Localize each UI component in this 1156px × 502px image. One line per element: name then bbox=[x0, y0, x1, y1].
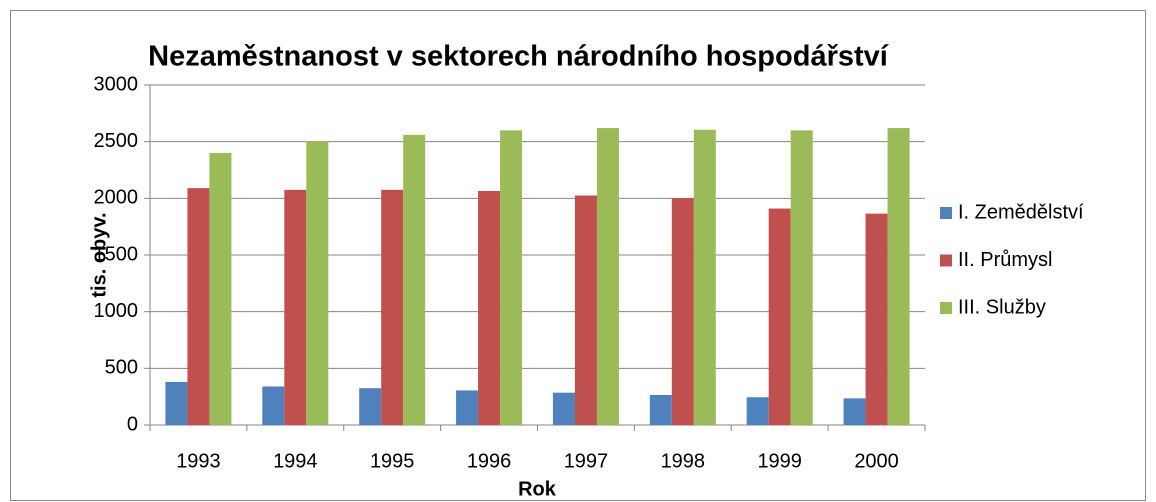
x-tick-label: 1998 bbox=[661, 450, 706, 472]
bar bbox=[768, 208, 791, 425]
y-tick-label: 1500 bbox=[94, 243, 139, 265]
legend-label: II. Průmysl bbox=[958, 249, 1052, 271]
x-tick-label: 1993 bbox=[176, 450, 221, 472]
bar bbox=[746, 397, 769, 425]
bar bbox=[790, 130, 813, 426]
bar bbox=[552, 392, 575, 425]
bar bbox=[500, 130, 523, 426]
x-tick-label: 1995 bbox=[370, 450, 415, 472]
x-tick-label: 1994 bbox=[273, 450, 318, 472]
bar bbox=[165, 381, 188, 425]
bar bbox=[403, 134, 426, 425]
bar bbox=[262, 386, 285, 425]
bar bbox=[596, 128, 619, 426]
bar bbox=[209, 153, 232, 425]
bar bbox=[478, 190, 501, 425]
legend-label: I. Zemědělství bbox=[958, 201, 1084, 223]
x-axis-label: Rok bbox=[518, 478, 557, 500]
legend-label: III. Služby bbox=[958, 296, 1046, 318]
y-axis-label: tis. obyv. bbox=[88, 212, 110, 297]
x-tick-label: 1999 bbox=[757, 450, 802, 472]
bar bbox=[671, 198, 694, 425]
bar bbox=[574, 195, 597, 425]
bar bbox=[649, 394, 672, 425]
x-tick-label: 2000 bbox=[854, 450, 899, 472]
bar bbox=[456, 390, 479, 425]
bar bbox=[865, 213, 888, 425]
y-tick-label: 3000 bbox=[94, 73, 139, 95]
bar bbox=[359, 388, 382, 425]
x-tick-label: 1996 bbox=[467, 450, 512, 472]
legend-swatch bbox=[940, 302, 952, 314]
bar bbox=[843, 398, 866, 425]
bar bbox=[284, 189, 307, 425]
y-tick-label: 2500 bbox=[94, 130, 139, 152]
bar bbox=[187, 188, 210, 425]
bar bbox=[693, 129, 716, 425]
x-tick-label: 1997 bbox=[564, 450, 609, 472]
bar bbox=[887, 128, 910, 426]
bar bbox=[381, 189, 404, 425]
chart-title: Nezaměstnanost v sektorech národního hos… bbox=[148, 41, 889, 73]
y-tick-label: 2000 bbox=[94, 187, 139, 209]
legend-swatch bbox=[940, 254, 952, 267]
y-tick-label: 500 bbox=[105, 357, 138, 379]
bar bbox=[306, 141, 329, 425]
legend-swatch bbox=[940, 207, 952, 219]
y-tick-label: 0 bbox=[127, 413, 138, 435]
y-tick-label: 1000 bbox=[94, 300, 139, 322]
